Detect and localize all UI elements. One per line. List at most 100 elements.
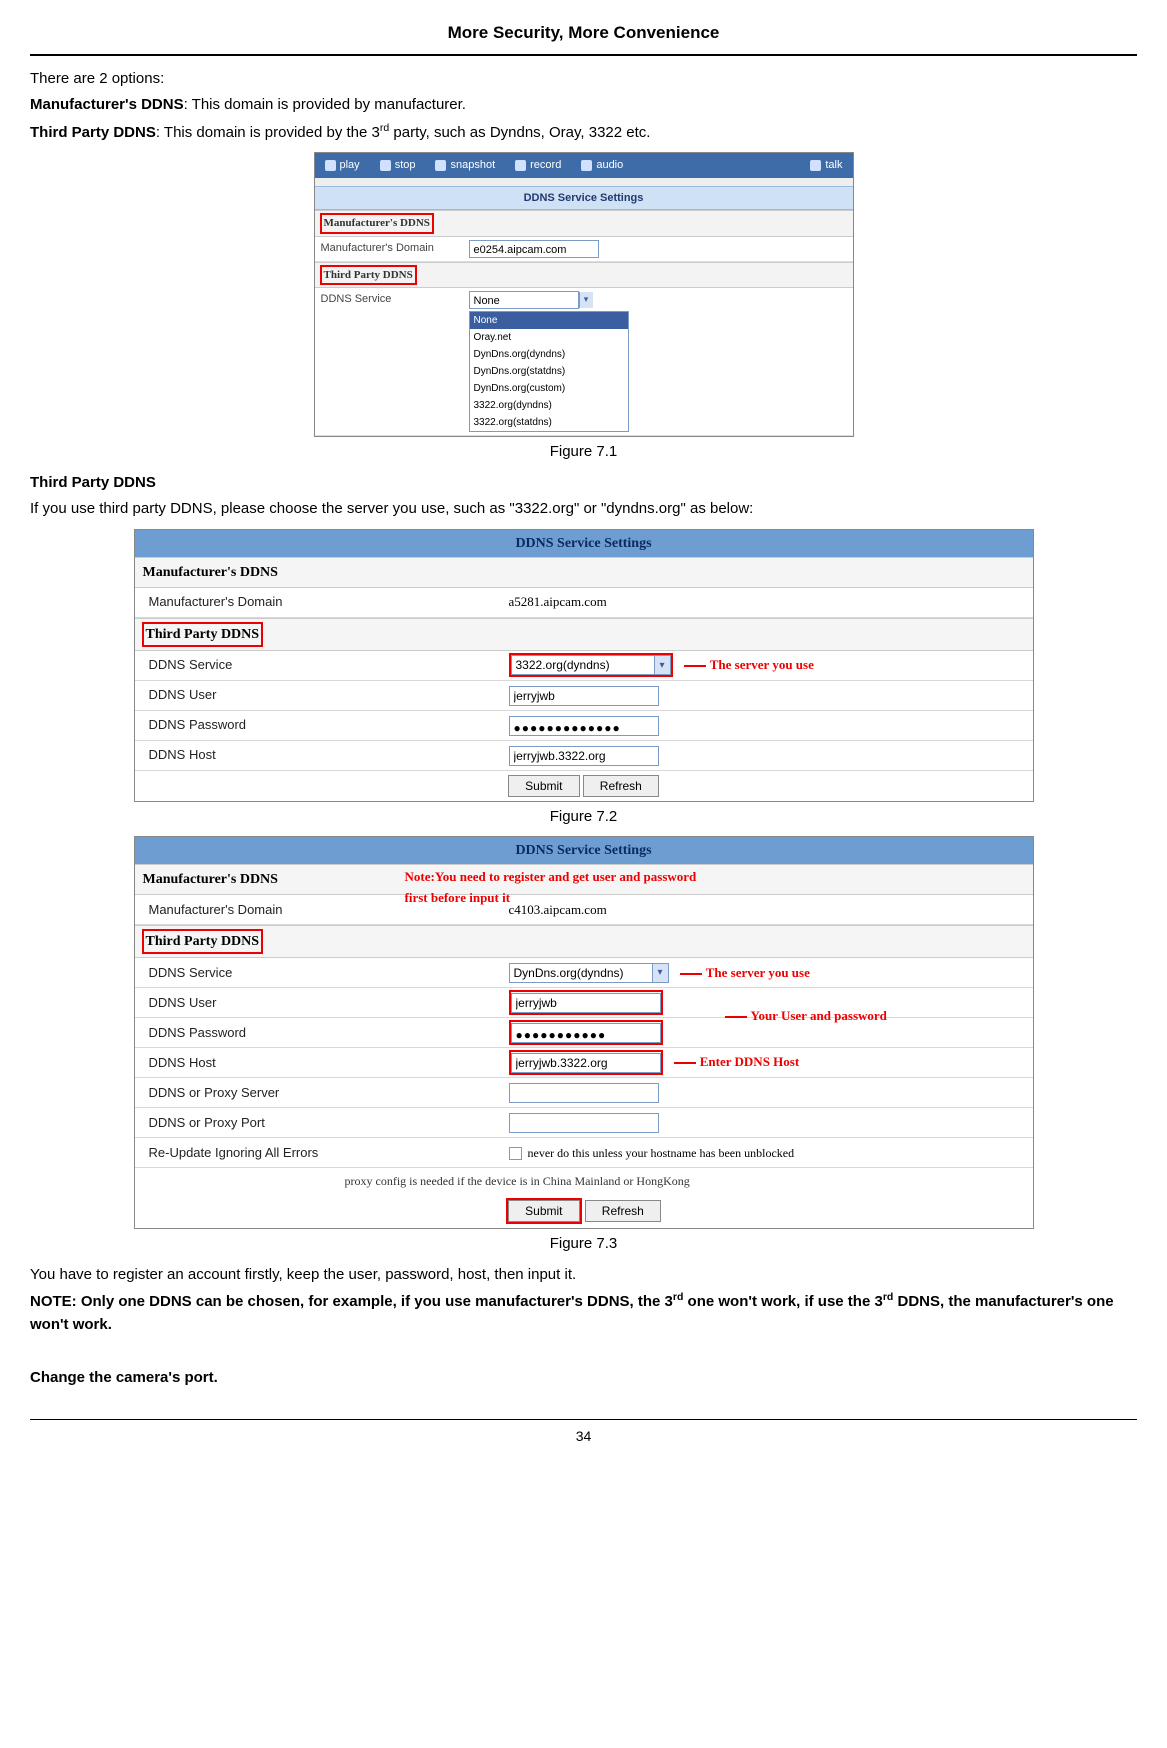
fig72-mfr-domain-value: a5281.aipcam.com — [505, 590, 1033, 614]
reupdate-text: never do this unless your hostname has b… — [528, 1146, 795, 1160]
snapshot-button[interactable]: snapshot — [425, 153, 505, 178]
fig73-pwd-input[interactable]: ●●●●●●●●●●● — [511, 1023, 661, 1043]
fig72-host-label: DDNS Host — [135, 741, 505, 769]
mfr-section-box: Manufacturer's DDNS — [320, 213, 434, 234]
fig73-proxy-port-input[interactable] — [509, 1113, 659, 1133]
chevron-down-icon[interactable]: ▾ — [654, 656, 670, 674]
fig72-pwd-input[interactable]: ●●●●●●●●●●●●● — [509, 716, 659, 736]
play-button[interactable]: play — [315, 153, 370, 178]
third-section-box: Third Party DDNS — [320, 265, 417, 286]
fig73-svc-select[interactable]: DynDns.org(dyndns)▾ — [509, 963, 669, 983]
refresh-button[interactable]: Refresh — [583, 775, 659, 797]
fig73-user-redbox — [509, 990, 663, 1015]
fig73-host-label: DDNS Host — [135, 1049, 505, 1077]
fig72-user-input[interactable] — [509, 686, 659, 706]
intro-mfr: Manufacturer's DDNS: This domain is prov… — [30, 94, 1137, 117]
audio-button[interactable]: audio — [571, 153, 633, 178]
figure-7-3: DDNS Service Settings Manufacturer's DDN… — [134, 836, 1034, 1229]
fig73-title: DDNS Service Settings — [135, 837, 1033, 864]
note-a: Only one DDNS can be chosen, for example… — [77, 1293, 673, 1310]
submit-redbox: Submit — [506, 1198, 581, 1224]
figure-7-3-caption: Figure 7.3 — [30, 1233, 1137, 1256]
annot-line — [680, 973, 702, 975]
fig73-user-label: DDNS User — [135, 989, 505, 1017]
fig72-host-input[interactable] — [509, 746, 659, 766]
fig73-note-b: first before input it — [405, 888, 511, 908]
annot-host: Enter DDNS Host — [700, 1054, 799, 1069]
dd-item-dyndns[interactable]: DynDns.org(dyndns) — [470, 346, 628, 363]
fig73-mfr-section-label: Manufacturer's DDNS — [143, 872, 278, 887]
fig73-mfr-domain-value: first before input it c4103.aipcam.com — [505, 898, 1033, 922]
annot-server-73: The server you use — [706, 965, 810, 980]
fig72-pwd-label: DDNS Password — [135, 711, 505, 739]
submit-button-73[interactable]: Submit — [508, 1200, 579, 1222]
talk-button[interactable]: talk — [800, 153, 852, 178]
dd-item-none[interactable]: None — [470, 312, 628, 329]
ddns-title: DDNS Service Settings — [315, 186, 853, 211]
fig73-third-box: Third Party DDNS — [142, 929, 264, 954]
play-icon — [325, 160, 336, 171]
outro-note: NOTE: Only one DDNS can be chosen, for e… — [30, 1290, 1137, 1336]
refresh-button-73[interactable]: Refresh — [585, 1200, 661, 1222]
third-desc-sup: rd — [380, 122, 389, 134]
svc-dropdown[interactable]: None Oray.net DynDns.org(dyndns) DynDns.… — [469, 311, 629, 432]
mfr-domain-label: Manufacturer's Domain — [315, 237, 465, 261]
record-label: record — [530, 157, 561, 174]
figure-7-2: DDNS Service Settings Manufacturer's DDN… — [134, 529, 1034, 802]
fig72-title: DDNS Service Settings — [135, 530, 1033, 557]
dd-item-3322stat[interactable]: 3322.org(statdns) — [470, 414, 628, 431]
page-number: 34 — [30, 1419, 1137, 1447]
submit-button[interactable]: Submit — [508, 775, 579, 797]
svc-select[interactable]: None — [469, 291, 579, 309]
fig73-user-input[interactable] — [511, 993, 661, 1013]
audio-icon — [581, 160, 592, 171]
fig73-host-input[interactable] — [511, 1053, 661, 1073]
third-party-heading: Third Party DDNS — [30, 472, 1137, 495]
chevron-down-icon[interactable]: ▾ — [579, 292, 593, 308]
record-button[interactable]: record — [505, 153, 571, 178]
annot-line — [684, 665, 706, 667]
third-desc-b: party, such as Dyndns, Oray, 3322 etc. — [389, 124, 650, 141]
outro-line1: You have to register an account firstly,… — [30, 1264, 1137, 1287]
note-sup1: rd — [673, 1291, 684, 1303]
dd-item-custom[interactable]: DynDns.org(custom) — [470, 380, 628, 397]
figure-7-1: play stop snapshot record audio talk DDN… — [314, 152, 854, 437]
toolbar: play stop snapshot record audio talk — [315, 153, 853, 178]
figure-7-1-caption: Figure 7.1 — [30, 441, 1137, 464]
dd-item-oray[interactable]: Oray.net — [470, 329, 628, 346]
stop-button[interactable]: stop — [370, 153, 426, 178]
intro-line1: There are 2 options: — [30, 68, 1137, 91]
proxy-note: proxy config is needed if the device is … — [135, 1168, 1033, 1194]
third-desc-a: : This domain is provided by the 3 — [156, 124, 380, 141]
intro-third: Third Party DDNS: This domain is provide… — [30, 121, 1137, 145]
third-party-desc: If you use third party DDNS, please choo… — [30, 498, 1137, 521]
fig72-svc-select[interactable]: 3322.org(dyndns)▾ — [511, 655, 671, 675]
audio-label: audio — [596, 157, 623, 174]
third-label: Third Party DDNS — [30, 124, 156, 141]
chevron-down-icon[interactable]: ▾ — [652, 964, 668, 982]
fig73-pwd-redbox: ●●●●●●●●●●● — [509, 1020, 663, 1045]
figure-7-2-caption: Figure 7.2 — [30, 806, 1137, 829]
fig72-third-section: Third Party DDNS — [135, 618, 1033, 651]
fig72-svc-value: 3322.org(dyndns) — [512, 656, 654, 674]
dd-item-statdns[interactable]: DynDns.org(statdns) — [470, 363, 628, 380]
fig73-proxy-srv-input[interactable] — [509, 1083, 659, 1103]
dd-item-3322dyn[interactable]: 3322.org(dyndns) — [470, 397, 628, 414]
fig73-svc-label: DDNS Service — [135, 959, 505, 987]
reupdate-checkbox[interactable] — [509, 1147, 522, 1160]
note-label-text: NOTE: — [30, 1293, 77, 1310]
stop-icon — [380, 160, 391, 171]
change-port-text: Change the camera's port — [30, 1369, 214, 1386]
talk-icon — [810, 160, 821, 171]
fig73-mfr-section: Manufacturer's DDNS Note:You need to reg… — [135, 864, 1033, 895]
fig73-domain-text: c4103.aipcam.com — [509, 902, 607, 917]
stop-label: stop — [395, 157, 416, 174]
talk-label: talk — [825, 157, 842, 174]
mfr-section: Manufacturer's DDNS — [315, 210, 853, 237]
fig73-third-section: Third Party DDNS — [135, 925, 1033, 958]
fig73-proxy-srv-label: DDNS or Proxy Server — [135, 1079, 505, 1107]
fig73-pwd-label: DDNS Password — [135, 1019, 505, 1047]
mfr-desc: : This domain is provided by manufacture… — [184, 96, 466, 113]
fig72-svc-redbox: 3322.org(dyndns)▾ — [509, 653, 673, 677]
fig72-mfr-domain-label: Manufacturer's Domain — [135, 588, 505, 616]
